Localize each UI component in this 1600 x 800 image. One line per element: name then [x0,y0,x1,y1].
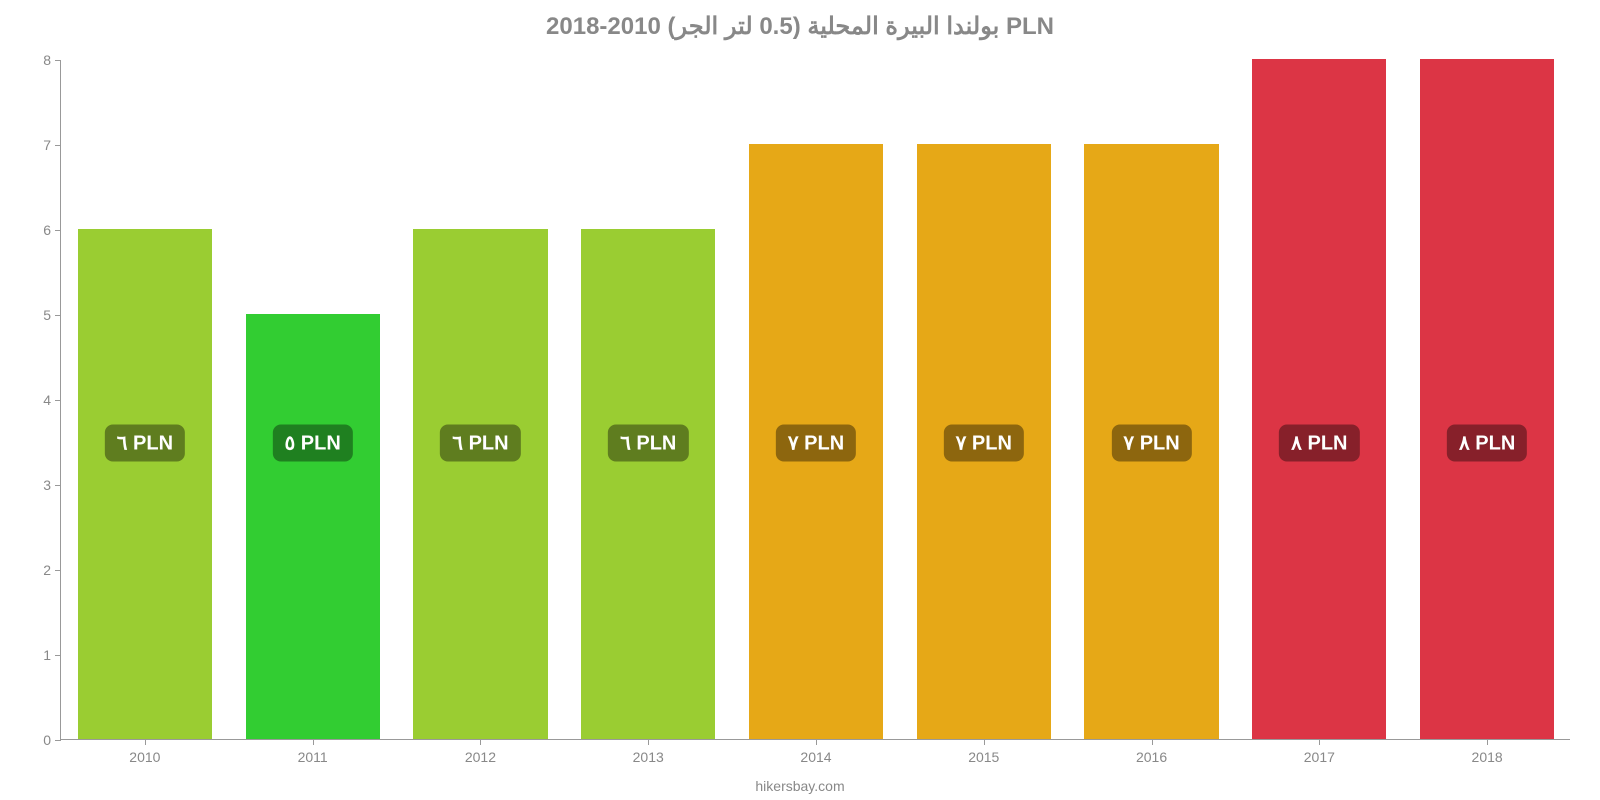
bar-value-label: ٦ PLN [440,424,520,461]
ytick-label: 8 [43,52,61,68]
bar-chart: بولندا البيرة المحلية (0.5 لتر الجر) 201… [0,0,1600,800]
bar [78,229,212,739]
ytick-label: 2 [43,562,61,578]
bar-value-label: ٨ PLN [1279,424,1359,461]
ytick-label: 7 [43,137,61,153]
bar [246,314,380,739]
ytick-label: 3 [43,477,61,493]
bar-value-label: ٦ PLN [105,424,185,461]
ytick-label: 5 [43,307,61,323]
bar [413,229,547,739]
attribution: hikersbay.com [0,778,1600,794]
xtick-label: 2010 [129,739,160,765]
xtick-label: 2017 [1304,739,1335,765]
ytick-label: 1 [43,647,61,663]
bar [1252,59,1386,739]
bar [581,229,715,739]
bar-value-label: ٦ PLN [608,424,688,461]
xtick-label: 2011 [298,739,328,765]
xtick-label: 2015 [968,739,999,765]
bar-value-label: ٧ PLN [944,424,1024,461]
bar [1420,59,1554,739]
bar-value-label: ٥ PLN [273,424,353,461]
bar-value-label: ٧ PLN [776,424,856,461]
ytick-label: 0 [43,732,61,748]
xtick-label: 2013 [633,739,664,765]
ytick-label: 4 [43,392,61,408]
ytick-label: 6 [43,222,61,238]
bar-value-label: ٨ PLN [1447,424,1527,461]
xtick-label: 2012 [465,739,496,765]
chart-title: بولندا البيرة المحلية (0.5 لتر الجر) 201… [0,12,1600,41]
xtick-label: 2018 [1472,739,1503,765]
plot-area: 0123456782010٦ PLN2011٥ PLN2012٦ PLN2013… [60,60,1570,740]
bar-value-label: ٧ PLN [1111,424,1191,461]
xtick-label: 2016 [1136,739,1167,765]
xtick-label: 2014 [800,739,831,765]
